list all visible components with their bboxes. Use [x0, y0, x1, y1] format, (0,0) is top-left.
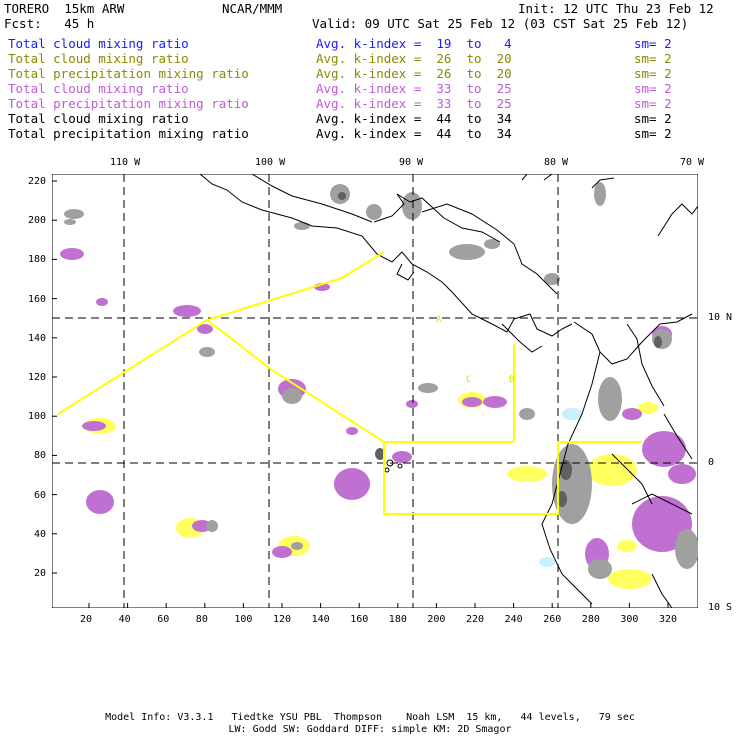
y-tick-label: 120	[27, 372, 46, 383]
field-smoothing: sm= 2	[634, 36, 672, 51]
init-label: Init: 12 UTC Thu 23 Feb 12	[518, 1, 714, 16]
map-label-a: A	[436, 315, 442, 325]
dark-cloud-areas	[338, 192, 662, 507]
x-tick-label: 220	[466, 614, 485, 625]
field-kindex: Avg. k-index = 44 to 34	[316, 111, 512, 126]
field-name: Total cloud mixing ratio	[8, 111, 189, 126]
x-tick-label: 180	[388, 614, 407, 625]
track-lines	[57, 251, 642, 515]
field-smoothing: sm= 2	[634, 66, 672, 81]
map-label-b: B	[509, 375, 514, 385]
model-info-line2: LW: Godd SW: Goddard DIFF: simple KM: 2D…	[228, 724, 512, 735]
map-border	[52, 174, 698, 608]
x-tick-label: 280	[581, 614, 600, 625]
x-tick-label: 100	[234, 614, 253, 625]
field-kindex: Avg. k-index = 33 to 25	[316, 81, 512, 96]
field-name: Total cloud mixing ratio	[8, 51, 189, 66]
y-tick-label: 40	[33, 528, 46, 540]
longitude-label: 70 W	[680, 157, 705, 168]
y-tick-label: 200	[27, 215, 46, 227]
x-tick-label: 200	[427, 614, 446, 625]
longitude-label: 110 W	[110, 157, 141, 168]
y-tick-marks	[52, 180, 57, 574]
map-label-c: C	[466, 375, 471, 385]
latitude-label: 0	[708, 457, 715, 468]
field-smoothing: sm= 2	[634, 96, 672, 111]
longitude-label: 100 W	[255, 157, 286, 168]
x-tick-label: 140	[311, 614, 330, 625]
map-letters: A C B	[436, 315, 514, 385]
x-tick-label: 300	[620, 614, 639, 625]
y-tick-label: 80	[33, 450, 46, 462]
field-kindex: Avg. k-index = 44 to 34	[316, 126, 512, 141]
field-smoothing: sm= 2	[634, 111, 672, 126]
longitude-label: 80 W	[544, 157, 569, 168]
field-kindex: Avg. k-index = 33 to 25	[316, 96, 512, 111]
y-tick-label: 20	[33, 568, 46, 579]
model-label: TORERO 15km ARW	[4, 1, 125, 16]
field-smoothing: sm= 2	[634, 51, 672, 66]
x-tick-label: 120	[273, 614, 292, 625]
field-smoothing: sm= 2	[634, 126, 672, 141]
field-name: Total precipitation mixing ratio	[8, 66, 249, 81]
field-smoothing: sm= 2	[634, 81, 672, 96]
field-kindex: Avg. k-index = 26 to 20	[316, 66, 512, 81]
latitude-label: 10 N	[708, 312, 733, 323]
x-tick-label: 240	[504, 614, 523, 625]
latitude-label: 10 S	[708, 602, 733, 613]
longitude-label: 90 W	[399, 157, 424, 168]
center-label: NCAR/MMM	[222, 1, 283, 16]
map-svg: A C B	[52, 174, 698, 608]
model-info-line1: Model Info: V3.3.1 Tiedtke YSU PBL Thomp…	[105, 712, 635, 723]
y-tick-label: 140	[27, 332, 46, 344]
lat-lon-grid	[52, 174, 698, 608]
x-tick-label: 20	[80, 614, 93, 625]
x-tick-label: 160	[350, 614, 369, 625]
field-kindex: Avg. k-index = 19 to 4	[316, 36, 512, 51]
coastlines	[199, 174, 698, 608]
map-panel: A C B	[52, 174, 698, 608]
x-tick-label: 40	[118, 614, 131, 625]
field-name: Total cloud mixing ratio	[8, 36, 189, 51]
cloud-fields	[60, 182, 698, 589]
y-tick-label: 100	[27, 411, 46, 423]
x-tick-marks	[88, 603, 669, 608]
field-name: Total cloud mixing ratio	[8, 81, 189, 96]
x-tick-label: 260	[543, 614, 562, 625]
x-tick-label: 60	[157, 614, 170, 625]
y-tick-label: 160	[27, 293, 46, 305]
y-tick-label: 180	[27, 254, 46, 266]
y-tick-label: 220	[27, 176, 46, 187]
field-name: Total precipitation mixing ratio	[8, 126, 249, 141]
x-tick-label: 320	[659, 614, 678, 625]
forecast-label: Fcst: 45 h	[4, 16, 95, 31]
valid-label: Valid: 09 UTC Sat 25 Feb 12 (03 CST Sat …	[312, 16, 689, 31]
x-tick-label: 80	[195, 614, 208, 625]
field-name: Total precipitation mixing ratio	[8, 96, 249, 111]
y-tick-label: 60	[33, 489, 46, 501]
field-kindex: Avg. k-index = 26 to 20	[316, 51, 512, 66]
gray-cloud-areas	[64, 182, 698, 579]
